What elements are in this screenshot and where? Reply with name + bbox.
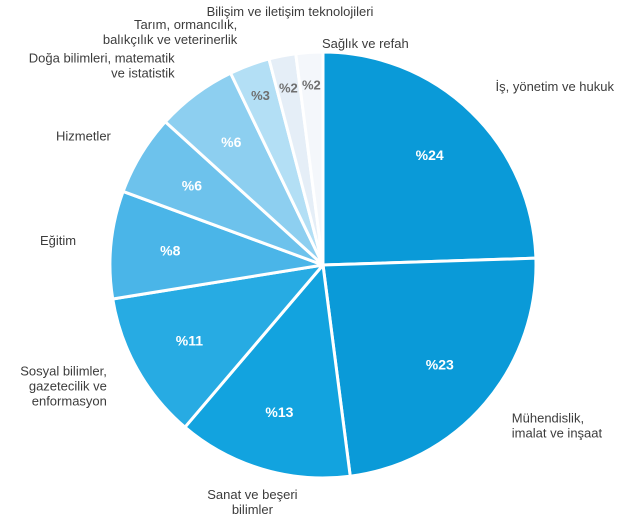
pie-value-label-8: %3 — [251, 88, 270, 103]
pie-category-label-1: İş, yönetim ve hukuk — [496, 79, 615, 94]
pie-category-labels: İş, yönetim ve hukuk Mühendislik, imalat v… — [20, 4, 614, 517]
pie-category-label-4: Sosyal bilimler, gazetecilik ve enformasyo… — [20, 364, 107, 409]
pie-slice-3 — [183, 263, 352, 480]
pie-value-label-3: %13 — [265, 404, 293, 420]
pie-value-labels: %24 %23 %13 %11 %8 %6 %6 %3 %2 %2 — [160, 77, 454, 420]
pie-value-label-4: %11 — [176, 332, 203, 348]
pie-slice-4 — [111, 263, 325, 429]
pie-value-label-7: %6 — [221, 134, 241, 150]
pie-category-label-10: Sağlık ve refah — [322, 36, 409, 51]
pie-category-label-6: Hizmetler — [56, 128, 112, 143]
pie-category-label-9: Bilişim ve iletişim teknolojileri — [207, 4, 374, 19]
pie-value-label-9: %2 — [279, 80, 298, 95]
pie-category-label-8: Tarım, ormancılık, balıkçılık ve veterine… — [103, 17, 238, 47]
pie-slices — [108, 50, 538, 480]
pie-value-label-2: %23 — [426, 356, 454, 372]
pie-slice-1 — [321, 50, 538, 267]
pie-slice-10 — [294, 50, 325, 267]
pie-value-label-1: %24 — [416, 147, 444, 163]
pie-value-label-6: %6 — [182, 178, 202, 194]
pie-category-label-2: Mühendislik, imalat ve inşaat — [512, 410, 603, 440]
pie-value-label-10: %2 — [302, 77, 321, 92]
pie-category-label-5: Eğitim — [40, 233, 76, 248]
pie-category-label-7: Doğa bilimleri, matematik ve istatistik — [29, 51, 175, 81]
pie-slice-5 — [108, 189, 325, 301]
pie-value-label-5: %8 — [160, 242, 180, 258]
pie-category-label-3: Sanat ve beşeri bilimler — [207, 487, 297, 517]
pie-slice-2 — [321, 256, 538, 478]
